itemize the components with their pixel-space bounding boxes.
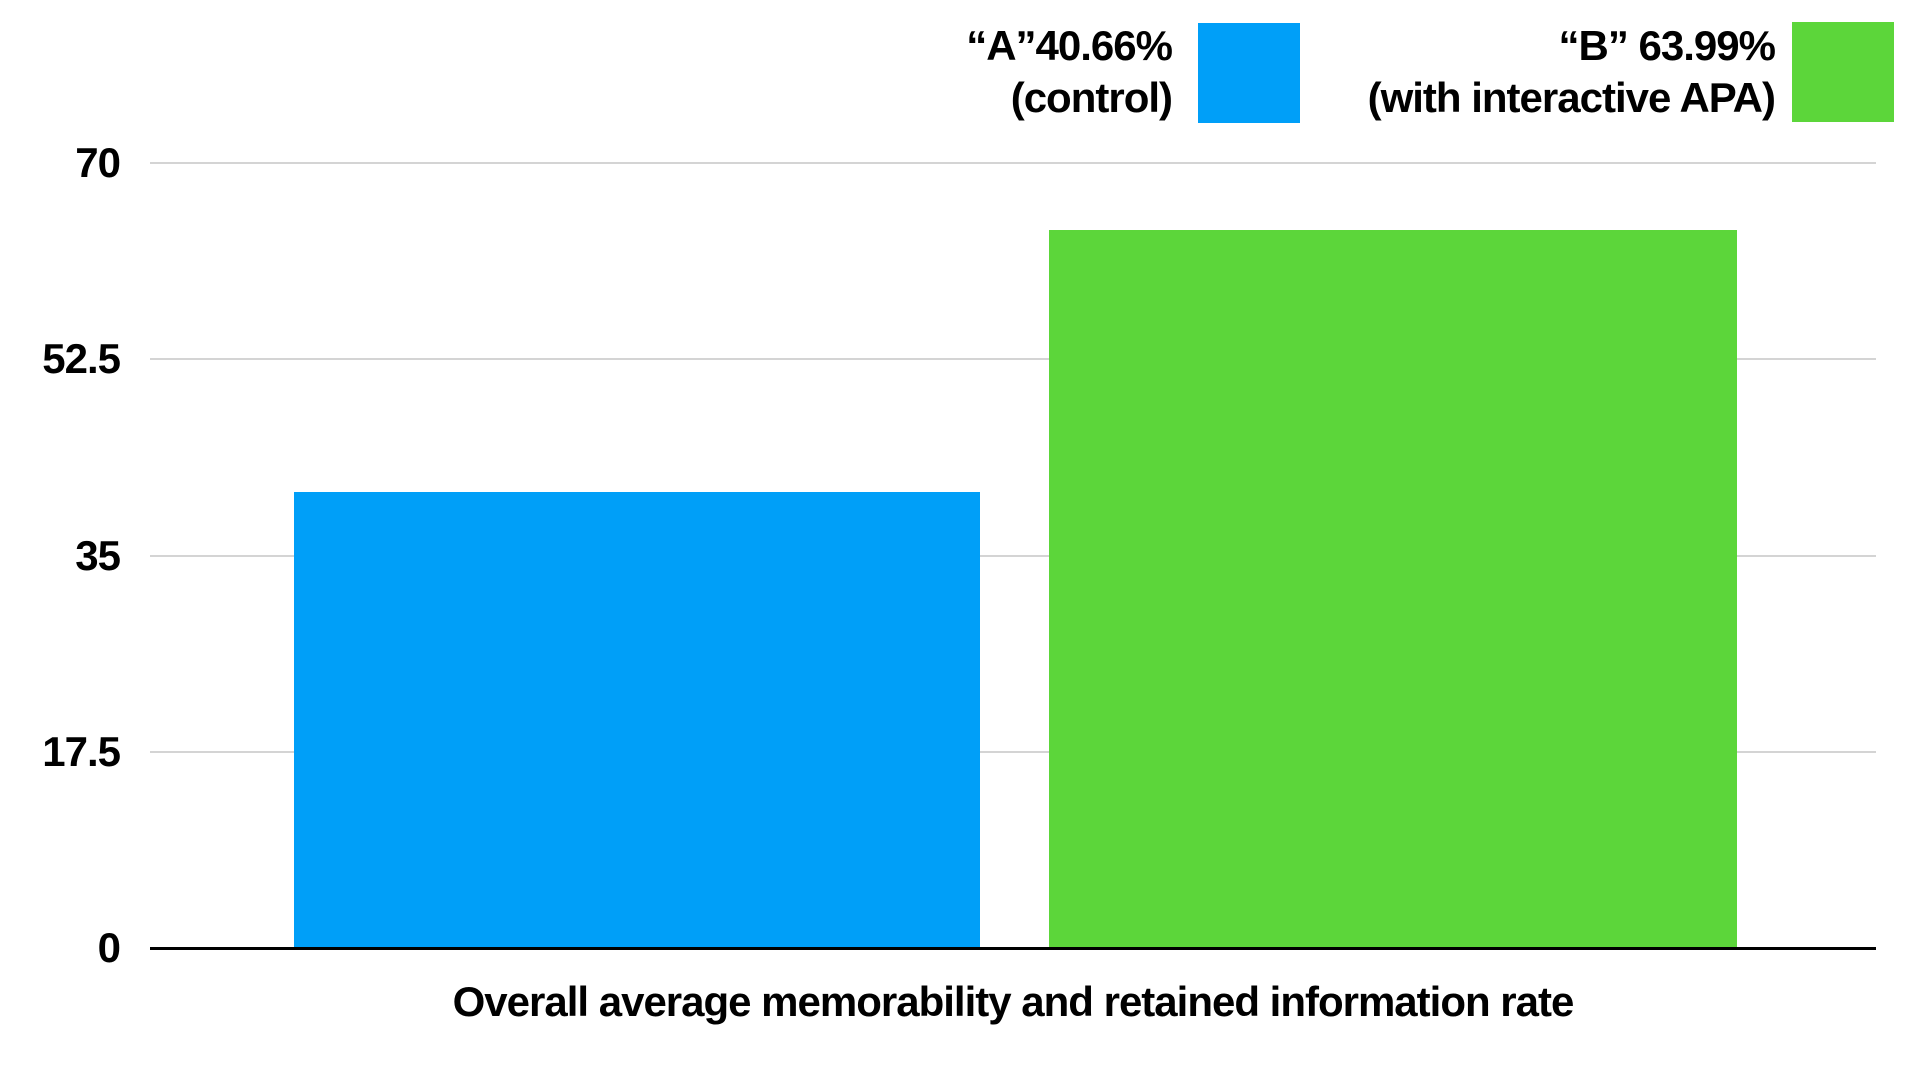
gridline: [150, 750, 1876, 753]
y-tick-label: 17.5: [42, 727, 121, 775]
gridline: [150, 162, 1876, 164]
legend-label-b-line2: (with interactive APA): [1367, 74, 1776, 121]
bar-a-control: [294, 492, 980, 948]
bar-b-interactive-apa: [1049, 230, 1737, 948]
y-tick-label: 0: [97, 924, 121, 971]
y-tick-label: 35: [75, 531, 121, 579]
gridline: [150, 554, 1876, 557]
legend-swatch-a: [1198, 23, 1300, 123]
legend-label-b-line1: “B” 63.99%: [1558, 22, 1776, 69]
legend-label-a-line1: “A”40.66%: [966, 22, 1173, 69]
y-tick-label: 70: [75, 139, 121, 186]
legend-label-b: “B” 63.99% (with interactive APA): [1367, 20, 1776, 124]
x-axis-line: [150, 947, 1876, 950]
legend-label-a: “A”40.66% (control): [966, 20, 1173, 124]
legend-swatch-b: [1792, 22, 1894, 122]
y-tick-label: 52.5: [42, 335, 121, 383]
x-axis-label: Overall average memorability and retaine…: [452, 978, 1575, 1025]
gridline: [150, 358, 1876, 361]
legend-label-a-line2: (control): [1010, 74, 1173, 121]
